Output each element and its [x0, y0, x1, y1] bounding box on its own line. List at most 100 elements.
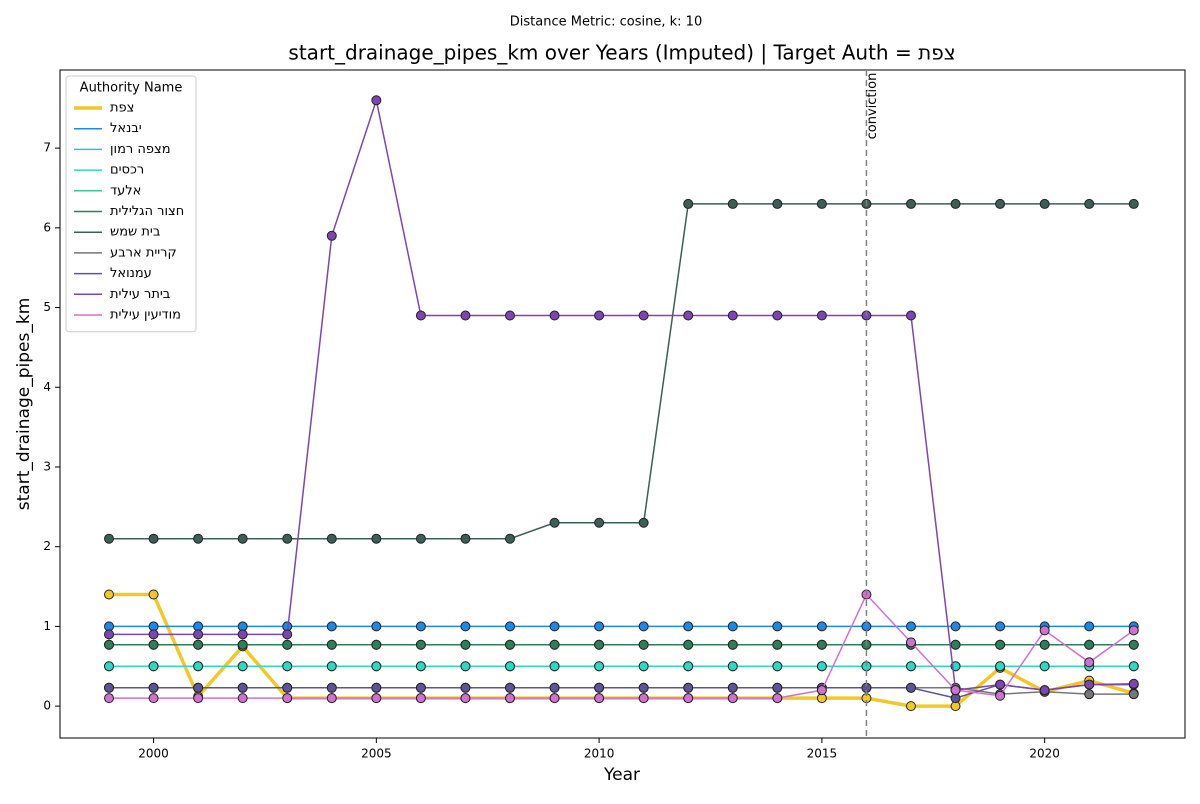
data-point [905, 621, 916, 632]
data-point [727, 198, 738, 209]
data-point [638, 682, 649, 693]
data-point [505, 533, 515, 544]
data-point [371, 533, 382, 544]
data-point [326, 693, 337, 704]
data-point [237, 682, 248, 693]
data-point [282, 639, 293, 650]
data-point [237, 639, 248, 650]
y-tick-label: 5 [43, 300, 51, 314]
data-point [104, 533, 115, 544]
data-point [326, 661, 337, 672]
legend-label: אלעד [110, 183, 141, 198]
series-line [109, 593, 1135, 699]
legend-box [65, 75, 197, 333]
x-tick-label: 2010 [584, 747, 615, 761]
data-point [638, 639, 649, 650]
y-tick-label: 3 [43, 459, 51, 473]
data-point [104, 661, 115, 672]
legend-label: צפת [110, 101, 134, 116]
data-point [1039, 639, 1050, 650]
data-point [1039, 685, 1050, 696]
data-point [1084, 679, 1095, 690]
data-point [326, 639, 337, 650]
data-point [683, 661, 694, 672]
data-point [816, 661, 827, 672]
data-point [1084, 689, 1095, 700]
legend-label: יבנאל [110, 121, 142, 136]
data-point [1128, 678, 1139, 689]
data-point [505, 682, 515, 693]
data-point [727, 693, 738, 704]
data-point [995, 198, 1006, 209]
x-tick-label: 2015 [807, 747, 838, 761]
data-point [549, 621, 560, 632]
data-point [104, 693, 115, 704]
data-point [905, 682, 916, 693]
series-line [109, 683, 1134, 699]
data-point [460, 310, 471, 321]
data-point [460, 533, 471, 544]
x-tick-label: 2005 [361, 747, 392, 761]
legend-label: רכסים [110, 163, 144, 178]
data-point [772, 621, 783, 632]
data-point [1084, 657, 1095, 668]
y-tick-label: 7 [43, 141, 51, 155]
series-line [109, 97, 1134, 692]
y-tick-label: 0 [43, 699, 51, 713]
plot-area [59, 69, 1186, 739]
data-point [905, 637, 916, 648]
y-tick-label: 2 [43, 539, 51, 553]
data-point [727, 661, 738, 672]
data-point [1039, 625, 1050, 636]
data-point [594, 682, 605, 693]
data-point [594, 310, 605, 321]
data-point [237, 629, 248, 640]
data-point [549, 517, 560, 528]
data-point [193, 533, 204, 544]
legend-label: קריית ארבע [110, 245, 177, 260]
data-point [995, 639, 1006, 650]
data-point [1128, 625, 1139, 636]
data-point [594, 517, 605, 528]
data-point [371, 95, 382, 106]
data-point [148, 629, 159, 640]
data-point [638, 621, 649, 632]
data-point [638, 661, 649, 672]
data-point [415, 533, 426, 544]
data-point [594, 621, 605, 632]
series-line [109, 592, 1135, 708]
data-point [905, 310, 916, 321]
data-point [683, 682, 694, 693]
data-point [282, 533, 293, 544]
data-point [816, 639, 827, 650]
data-point [683, 621, 694, 632]
data-point [371, 661, 382, 672]
data-point [148, 661, 159, 672]
data-point [282, 693, 293, 704]
legend-label: חצור הגלילית [110, 204, 184, 219]
data-point [1084, 198, 1095, 209]
data-point [727, 639, 738, 650]
data-point [282, 682, 293, 693]
data-point [193, 629, 204, 640]
data-point [148, 693, 159, 704]
data-point [460, 661, 471, 672]
data-point [505, 621, 515, 632]
data-point [772, 639, 783, 650]
data-point [193, 693, 204, 704]
data-point [371, 682, 382, 693]
data-point [326, 621, 337, 632]
legend-label: בית שמש [110, 225, 160, 240]
data-point [995, 679, 1006, 690]
data-point [772, 310, 783, 321]
data-point [193, 639, 204, 650]
data-point [326, 533, 337, 544]
suptitle: Distance Metric: cosine, k: 10 [510, 15, 702, 30]
data-point [415, 310, 426, 321]
data-point [772, 693, 783, 704]
data-point [148, 533, 159, 544]
data-point [326, 682, 337, 693]
data-point [1128, 689, 1139, 700]
legend-label: ביתר עילית [110, 287, 170, 302]
